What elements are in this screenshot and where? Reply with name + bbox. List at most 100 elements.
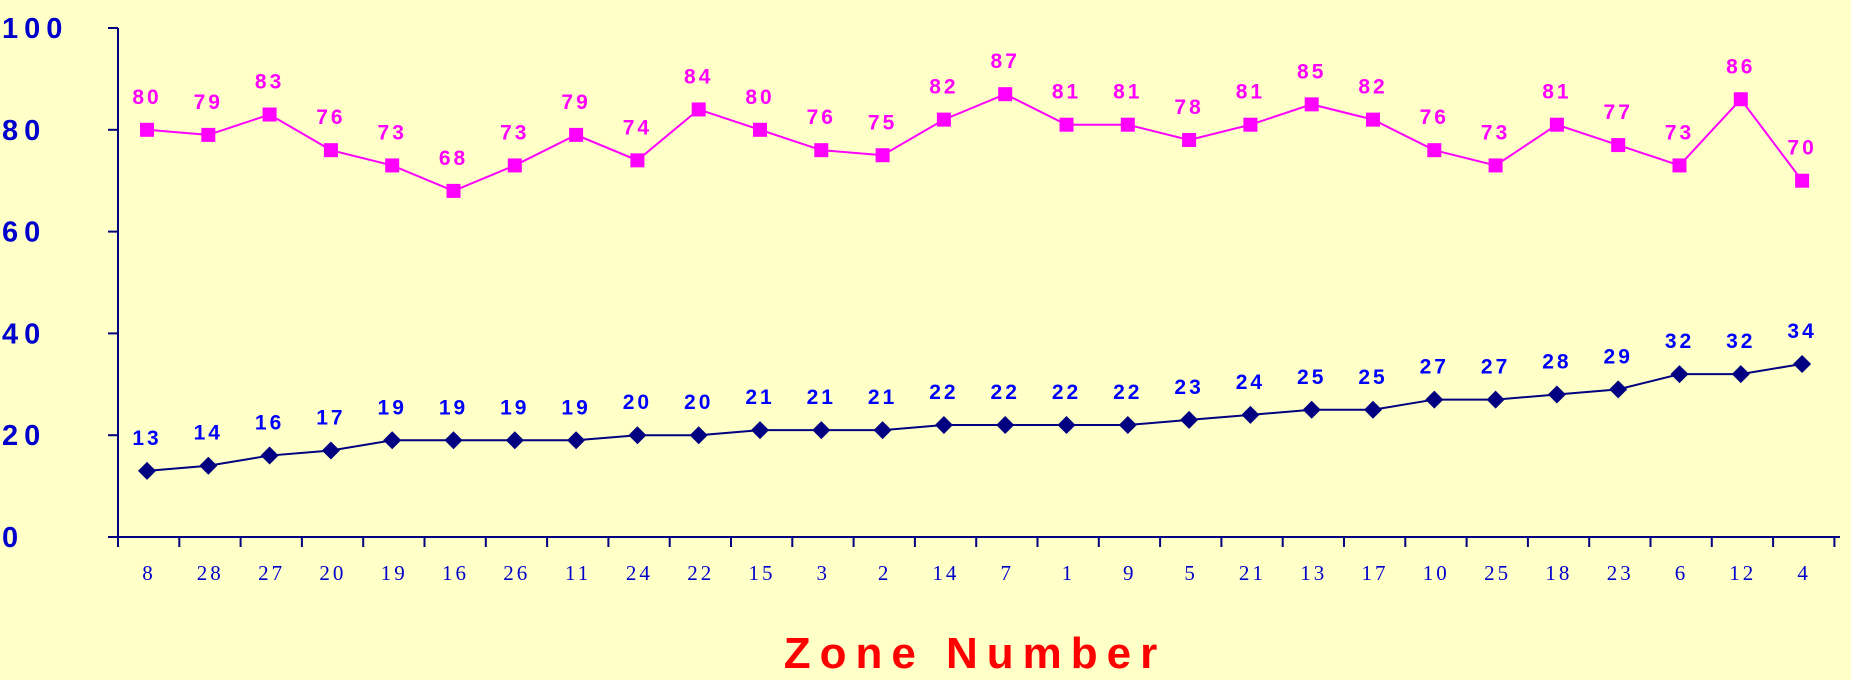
data-point-marker <box>1609 380 1628 399</box>
x-tick-label: 15 <box>749 561 776 585</box>
x-tick-label: 27 <box>258 561 285 585</box>
data-label: 78 <box>1174 96 1203 119</box>
data-label: 34 <box>1787 320 1816 343</box>
data-point-marker <box>691 102 706 117</box>
x-tick-label: 25 <box>1484 561 1511 585</box>
data-point-marker <box>934 416 953 435</box>
data-label: 13 <box>132 427 161 450</box>
x-tick-label: 12 <box>1729 561 1756 585</box>
x-tick-label: 9 <box>1123 561 1137 585</box>
x-axis-title: Zone Number <box>784 629 1167 678</box>
data-label: 76 <box>1420 106 1449 129</box>
series-line <box>146 93 1803 192</box>
data-label: 87 <box>991 50 1020 73</box>
data-label: 80 <box>745 86 774 109</box>
x-tick-label: 8 <box>142 561 156 585</box>
data-label: 68 <box>439 147 468 170</box>
data-label: 81 <box>1236 81 1265 104</box>
data-point-marker <box>1427 143 1442 158</box>
data-point-marker <box>1670 365 1689 384</box>
data-point-marker <box>1547 385 1566 404</box>
data-label: 16 <box>255 412 284 435</box>
data-label: 74 <box>623 116 652 139</box>
data-label: 81 <box>1052 81 1081 104</box>
data-label: 82 <box>1358 76 1387 99</box>
data-point-marker <box>1057 416 1076 435</box>
x-tick-label: 18 <box>1545 561 1572 585</box>
data-point-marker <box>1304 97 1319 112</box>
data-point-marker <box>875 148 890 163</box>
data-label: 81 <box>1542 81 1571 104</box>
y-tick-label: 40 <box>2 318 46 350</box>
data-point-marker <box>260 446 279 465</box>
x-tick-label: 5 <box>1184 561 1198 585</box>
data-label: 85 <box>1297 60 1326 83</box>
data-label: 27 <box>1481 356 1510 379</box>
data-point-marker <box>505 431 524 450</box>
data-point-marker <box>630 153 645 168</box>
x-tick-label: 13 <box>1300 561 1327 585</box>
data-label: 19 <box>561 396 590 419</box>
x-tick-label: 23 <box>1607 561 1634 585</box>
data-label: 22 <box>1052 381 1081 404</box>
data-label: 22 <box>929 381 958 404</box>
data-point-marker <box>689 426 708 445</box>
series-line <box>146 362 1803 472</box>
data-label: 23 <box>1174 376 1203 399</box>
data-label: 77 <box>1604 101 1633 124</box>
data-label: 27 <box>1420 356 1449 379</box>
data-point-marker <box>751 421 769 440</box>
data-point-marker <box>1302 400 1321 419</box>
data-point-marker <box>1182 132 1197 147</box>
x-tick-label: 1 <box>1062 561 1076 585</box>
x-tick-label: 6 <box>1675 561 1689 585</box>
data-label: 25 <box>1358 366 1387 389</box>
data-point-marker <box>1243 117 1258 132</box>
data-point-marker <box>1486 390 1505 409</box>
y-tick-label: 20 <box>2 420 46 452</box>
x-tick-label: 11 <box>565 561 591 585</box>
data-point-marker <box>1733 92 1748 107</box>
data-label: 19 <box>439 396 468 419</box>
data-point-marker <box>873 421 892 440</box>
data-point-marker <box>628 426 647 445</box>
data-label: 21 <box>868 386 897 409</box>
data-point-marker <box>753 122 767 137</box>
x-tick-label: 28 <box>197 561 224 585</box>
y-tick-label: 100 <box>2 13 68 45</box>
data-label: 75 <box>868 111 897 134</box>
data-point-marker <box>1118 416 1137 435</box>
data-point-marker <box>1366 112 1380 127</box>
data-point-marker <box>1425 390 1444 409</box>
x-tick-label: 17 <box>1362 561 1389 585</box>
data-label: 20 <box>684 391 713 414</box>
data-point-marker <box>201 127 216 142</box>
data-label: 73 <box>378 121 407 144</box>
x-tick-label: 26 <box>503 561 530 585</box>
data-point-marker <box>1241 405 1260 424</box>
data-point-marker <box>998 87 1013 102</box>
data-label: 20 <box>623 391 652 414</box>
data-point-marker <box>321 441 340 460</box>
x-tick-label: 20 <box>319 561 346 585</box>
series-1 <box>140 87 1810 198</box>
data-point-marker <box>1795 173 1810 188</box>
x-tick-label: 24 <box>626 561 653 585</box>
data-label: 22 <box>991 381 1020 404</box>
data-label: 17 <box>316 406 345 429</box>
data-label: 83 <box>255 71 284 94</box>
data-point-marker <box>1672 158 1687 173</box>
x-tick-label: 19 <box>381 561 408 585</box>
data-point-marker <box>1793 354 1812 373</box>
data-point-marker <box>323 143 338 158</box>
data-label: 81 <box>1113 81 1142 104</box>
data-point-marker <box>446 183 461 198</box>
data-label: 21 <box>807 386 836 409</box>
data-label: 73 <box>500 121 529 144</box>
x-tick-label: 2 <box>878 561 892 585</box>
x-tick-label: 16 <box>442 561 469 585</box>
x-tick-label: 22 <box>687 561 714 585</box>
data-point-marker <box>1120 117 1135 132</box>
data-label: 25 <box>1297 366 1326 389</box>
